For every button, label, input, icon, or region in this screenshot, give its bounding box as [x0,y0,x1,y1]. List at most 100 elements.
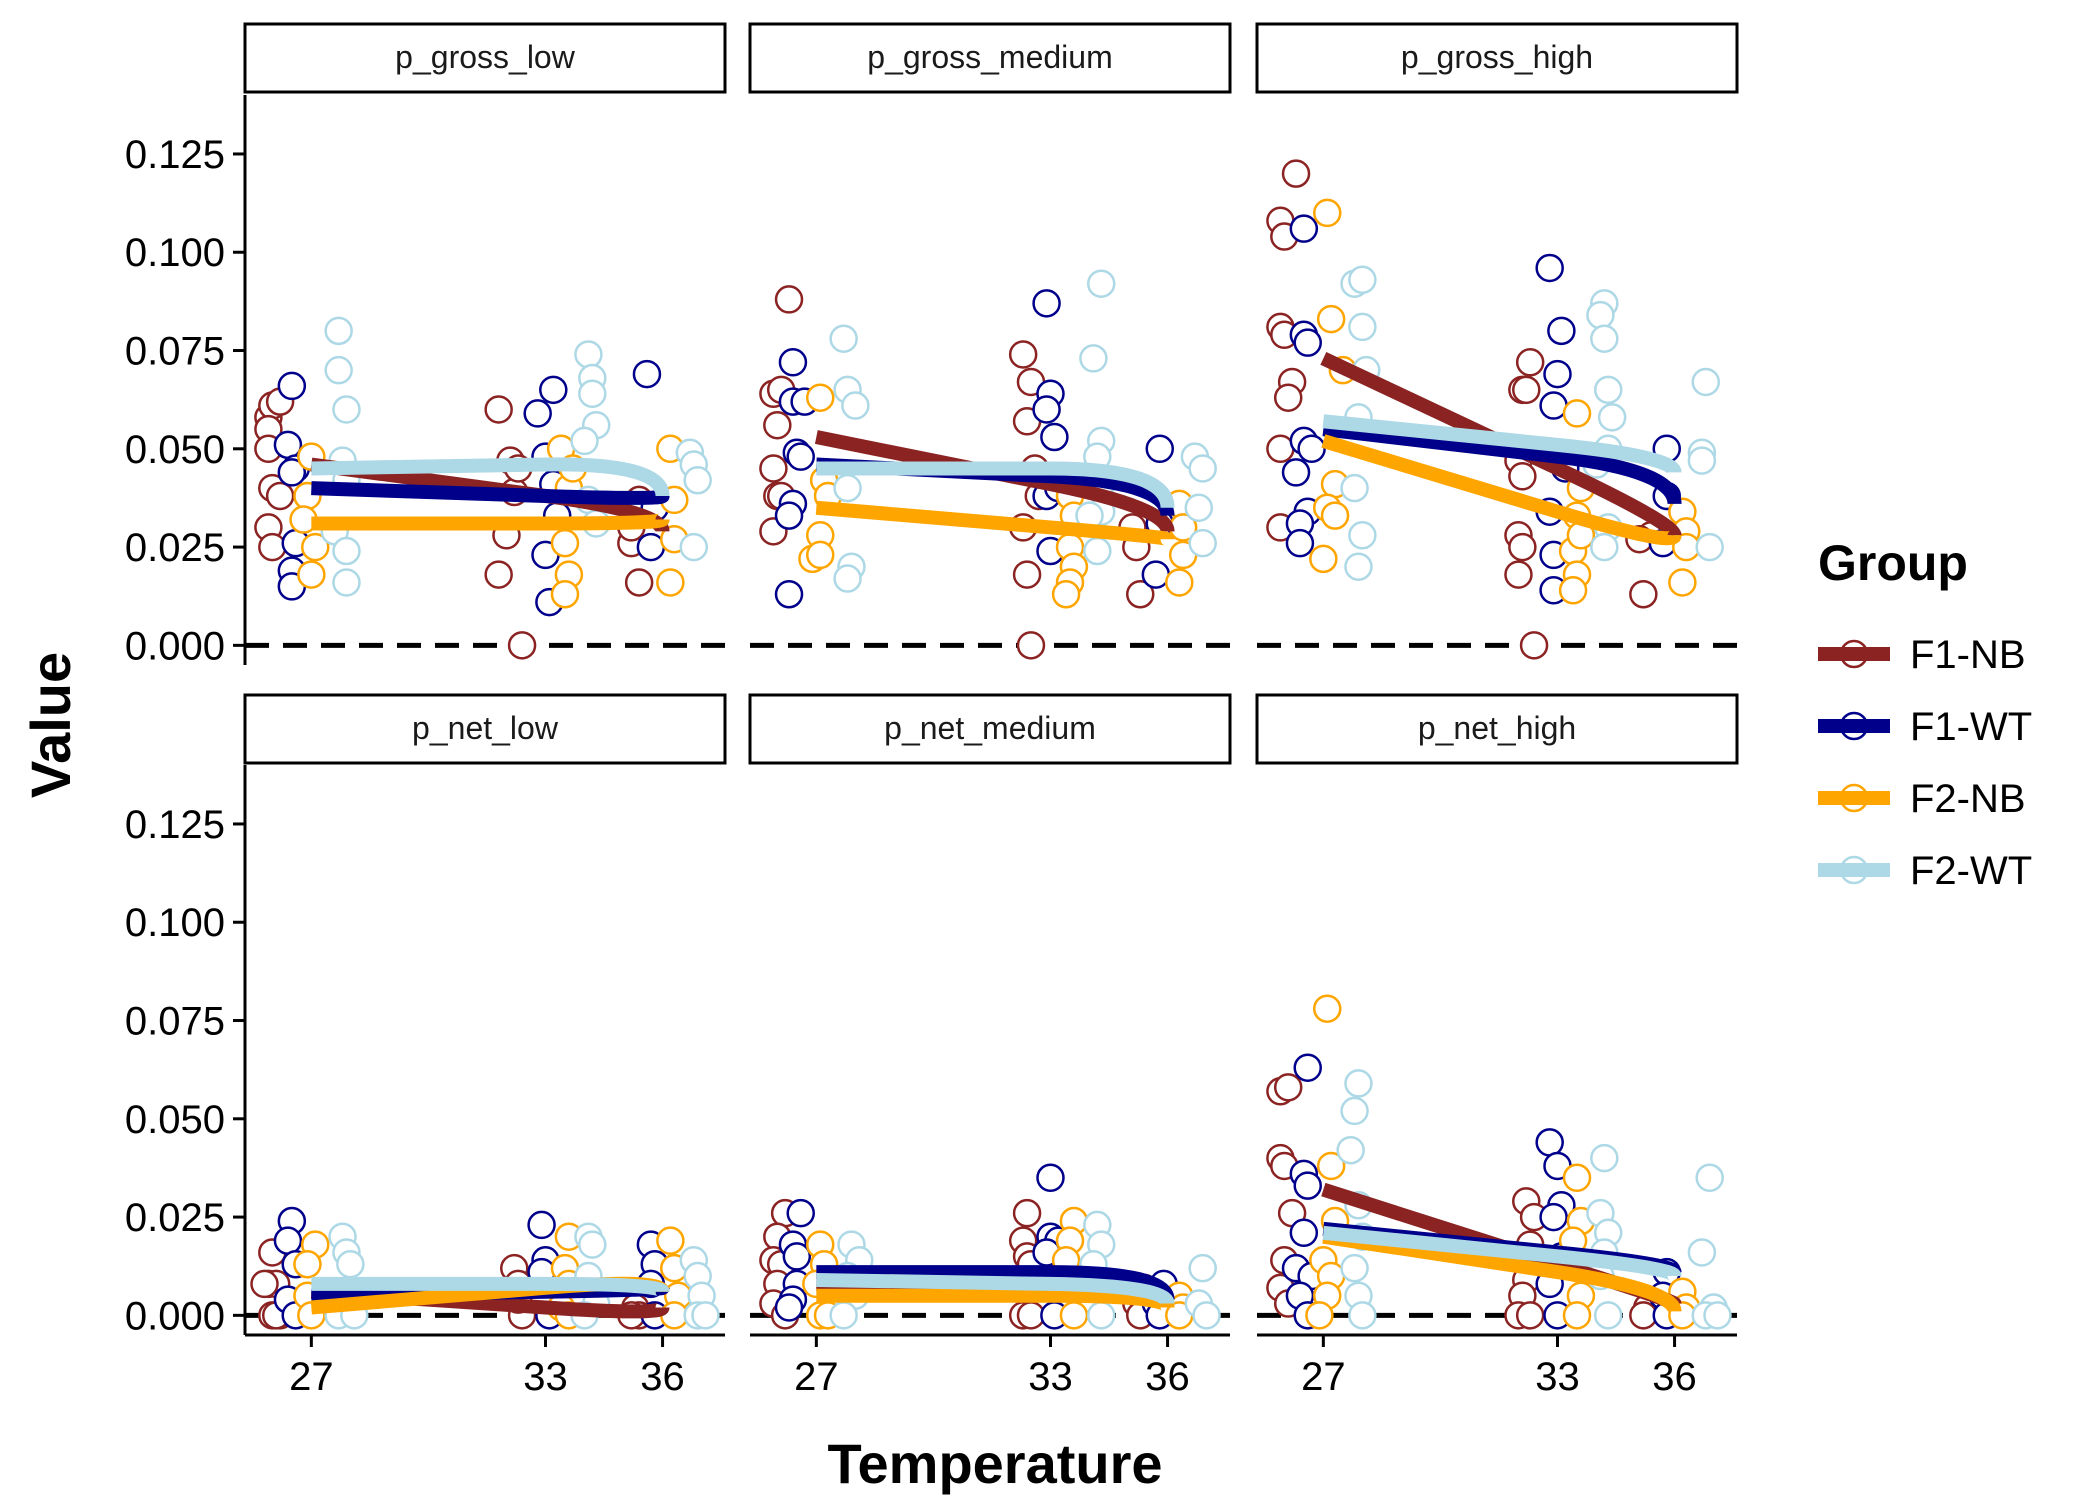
x-axis: 27 33 36 [750,1333,1230,1399]
smooth-line-F1-WT [816,1265,1175,1301]
points-F1-WT [774,289,1175,609]
legend-title: Group [1818,535,1968,591]
data-point [759,454,788,483]
x-axis: 27 33 36 [245,1333,725,1399]
data-point [624,568,654,597]
data-point [1687,1238,1717,1267]
data-point [679,532,709,562]
x-axis-title: Temperature [827,1432,1162,1495]
data-point [1344,1069,1373,1098]
panel-p_gross_high: p_gross_high [1255,22,1739,660]
data-point [1266,434,1295,464]
smooth-line-F2-WT [1322,414,1682,475]
smooth-line-F2-NB [1321,434,1682,546]
strip-label: p_net_low [412,710,559,746]
data-point [1519,631,1549,660]
data-point [691,1301,720,1330]
y-tick-label: 0.025 [125,526,225,570]
data-point [332,568,361,597]
data-point [1586,300,1615,330]
data-point [786,442,815,471]
data-point [1312,994,1342,1023]
data-point [1562,1163,1592,1193]
panel-p_net_high: p_net_high 27 33 36 [1255,693,1739,1399]
strip-box [748,22,1232,94]
smooth-line-F1-WT [1322,422,1682,505]
data-point [332,536,361,566]
data-point [1336,1135,1365,1165]
data-point [1590,532,1619,562]
data-point [805,383,835,412]
legend-key-point [1839,639,1869,669]
y-tick-label: 0.100 [125,231,225,275]
data-point [632,359,662,389]
strip-box [1255,22,1739,94]
data-point [273,1226,303,1255]
legend-item-F1-WT: F1-WT [1818,705,2032,749]
legend-item-F2-NB: F2-NB [1818,777,2026,821]
data-point [324,355,353,385]
data-point [1535,1128,1564,1157]
smooth-line-F2-WT [311,1276,670,1297]
panels-layer: p_gross_low 0.000 0.025 0.050 0.075 0.100 0.12… [125,22,1739,1399]
data-point [1040,422,1069,452]
data-point [1695,532,1724,562]
y-tick-label: 0.050 [125,1098,225,1142]
data-point [1703,1301,1732,1330]
data-point [1012,560,1042,589]
data-point [574,340,603,369]
data-point [1535,253,1564,283]
smooth-line-F2-WT [816,461,1175,509]
data-point [1141,560,1171,589]
data-point [1293,1171,1322,1200]
data-point [778,348,808,377]
data-point [1079,344,1108,373]
data-point [1348,265,1377,295]
x-tick-label: 33 [1028,1355,1073,1399]
data-point [1297,434,1326,464]
data-point [1344,552,1373,581]
data-point [250,1269,279,1299]
data-point [1687,446,1717,475]
data-point [1289,1218,1319,1248]
data-point [1512,375,1541,405]
panel-p_gross_medium: p_gross_medium [748,22,1232,660]
data-point [1036,1163,1065,1193]
strip-label: p_gross_medium [867,39,1112,75]
data-point [1515,348,1545,377]
strip-label: p_gross_high [1401,39,1593,75]
smooth-line-F2-NB [815,500,1175,547]
data-point [774,501,804,530]
points-F2-NB [1305,994,1701,1330]
y-tick-label: 0.125 [125,133,225,177]
data-point [1032,289,1061,318]
data-point [1125,579,1155,609]
data-point [258,532,287,562]
data-point [1593,375,1623,405]
data-point [1312,198,1342,228]
data-point [1184,493,1214,523]
data-point [324,316,353,346]
data-point [1012,1198,1042,1228]
data-point [1558,576,1588,605]
data-point [1316,304,1346,334]
data-point [656,1226,685,1255]
data-point [1293,1053,1322,1082]
data-point [1188,1253,1217,1283]
x-tick-label: 33 [1535,1355,1580,1399]
legend-key-point [1839,783,1869,813]
strip-p_net_medium: p_net_medium [748,693,1232,765]
x-tick-label: 36 [1145,1355,1190,1399]
legend-key-point [1839,855,1869,885]
y-tick-label: 0.125 [125,803,225,847]
legend-label: F1-WT [1910,705,2032,749]
legend-label: F2-NB [1910,777,2026,821]
legend-item-F1-NB: F1-NB [1818,633,2026,677]
data-point [1629,579,1658,609]
data-point [1629,1301,1658,1330]
strip-box [1255,693,1739,765]
data-point [1059,1301,1089,1330]
strip-box [748,693,1232,765]
y-tick-label: 0.000 [125,624,225,668]
data-point [1145,434,1175,464]
